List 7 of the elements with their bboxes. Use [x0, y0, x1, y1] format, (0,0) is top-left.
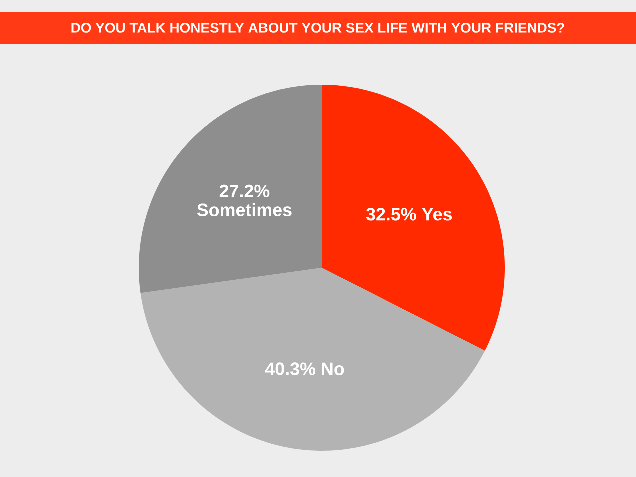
- data-label: 40.3%: [265, 362, 316, 376]
- slice-label: Yes: [422, 208, 452, 221]
- slice-label: Sometimes: [197, 203, 292, 217]
- chart-title: DO YOU TALK HONESTLY ABOUT YOUR SEX LIFE WITH YOUR FRIENDS?: [72, 23, 564, 33]
- data-label: 32.5%: [366, 208, 416, 221]
- data-label: 27.2%: [220, 184, 270, 198]
- slice-label: No: [322, 362, 344, 376]
